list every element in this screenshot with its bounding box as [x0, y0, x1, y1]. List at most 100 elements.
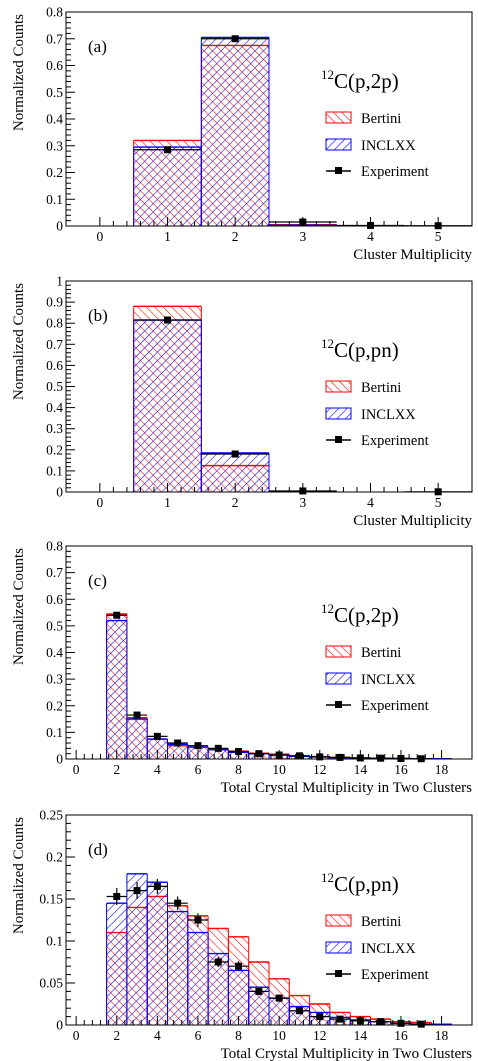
chart-panel: 0 0.1 0.2 0.3 0.4 0.5 0.6 0.7 0.8 0 2 4 6 8 10 12 14 16 18… [11, 539, 473, 796]
y-tick-label: 0.2 [46, 442, 63, 457]
y-tick-label: 0.4 [46, 400, 63, 415]
x-axis-label: Total Crystal Multiplicity in Two Cluste… [221, 1046, 473, 1061]
experiment-point [377, 1018, 385, 1026]
x-tick-label: 3 [299, 495, 306, 510]
reaction-label: 12C(p,pn) [321, 336, 399, 362]
histogram-bar [201, 37, 269, 226]
histogram-bar [106, 620, 127, 759]
x-axis-label: Cluster Multiplicity [353, 247, 472, 263]
y-tick-label: 0.15 [39, 892, 63, 907]
experiment-point [377, 754, 385, 762]
legend-swatch-bertini [325, 914, 352, 927]
y-tick-label: 0 [56, 485, 63, 500]
reaction-text: C(p,pn) [334, 338, 399, 362]
x-tick-label: 12 [313, 762, 327, 777]
histogram-bar [187, 932, 209, 1025]
histogram-bar [106, 903, 127, 1025]
experiment-point [174, 739, 182, 747]
histogram-bar [228, 970, 249, 1025]
legend-label-bertini: Bertini [361, 914, 401, 930]
y-tick-label: 0.2 [46, 850, 63, 865]
legend-swatch-bertini [325, 111, 352, 124]
experiment-point [231, 450, 239, 458]
legend-swatch-inclxx [325, 407, 352, 420]
legend-label-bertini: Bertini [361, 111, 401, 127]
chart-panel: 00.10.20.30.40.50.60.70.80.910 1 2 3 4 5Clust… [11, 274, 473, 529]
y-tick-label: 0.5 [46, 618, 63, 633]
x-tick-label: 6 [195, 762, 202, 777]
x-tick-label: 18 [435, 1028, 449, 1043]
panel-label: (d) [88, 840, 108, 859]
experiment-point [133, 711, 141, 719]
x-tick-label: 0 [73, 1028, 80, 1043]
experiment-point [113, 611, 121, 619]
reaction-text: C(p,2p) [334, 69, 399, 93]
legend-swatch-bertini [325, 380, 352, 393]
x-tick-label: 3 [299, 229, 306, 244]
x-tick-label: 10 [272, 762, 286, 777]
y-tick-label: 0.5 [46, 85, 63, 100]
reaction-text: C(p,pn) [334, 872, 399, 896]
y-tick-label: 0.5 [46, 379, 63, 394]
experiment-point [194, 916, 202, 924]
y-tick-label: 0.8 [46, 539, 63, 554]
x-tick-label: 4 [154, 762, 161, 777]
histogram-bar [147, 882, 168, 1025]
x-tick-label: 5 [435, 495, 442, 510]
experiment-point [133, 887, 141, 895]
y-tick-label: 0.6 [46, 358, 63, 373]
experiment-point [255, 987, 263, 995]
x-axis-label: Cluster Multiplicity [353, 513, 472, 529]
x-tick-label: 16 [394, 1028, 408, 1043]
histogram-bar [208, 953, 229, 1025]
y-tick-label: 0.4 [46, 645, 63, 660]
legend-label-inclxx: INCLXX [361, 407, 416, 423]
legend-marker-experiment [335, 701, 342, 708]
y-axis-label: Normalized Counts [11, 283, 27, 400]
legend-marker-experiment [335, 436, 342, 443]
y-tick-label: 0.25 [39, 808, 63, 823]
y-tick-label: 0.1 [46, 725, 63, 740]
y-tick-label: 0.1 [46, 463, 63, 478]
y-tick-label: 0.9 [46, 295, 63, 310]
x-tick-label: 4 [367, 229, 374, 244]
x-tick-label: 2 [232, 229, 239, 244]
chart-panel: 0 0.05 0.1 0.15 0.2 0.25 0 2 4 6 8 10 12 14 16 18 Total … [11, 808, 473, 1061]
x-tick-label: 2 [113, 762, 120, 777]
x-tick-label: 16 [394, 762, 408, 777]
reaction-label: 12C(p,2p) [321, 67, 399, 93]
histogram-bar [147, 739, 168, 759]
y-tick-label: 0.3 [46, 138, 63, 153]
legend-label-bertini: Bertini [361, 380, 401, 396]
experiment-point [231, 35, 239, 43]
experiment-point [295, 752, 303, 760]
x-tick-label: 2 [113, 1028, 120, 1043]
experiment-point [214, 744, 222, 752]
y-tick-label: 0 [56, 752, 63, 767]
y-axis-label: Normalized Counts [11, 548, 27, 665]
x-tick-label: 8 [235, 762, 242, 777]
histogram-bar [248, 987, 269, 1025]
x-tick-label: 14 [354, 762, 368, 777]
y-tick-label: 0.8 [46, 316, 63, 331]
legend-label-experiment: Experiment [361, 698, 429, 714]
histogram-bar [126, 719, 148, 759]
legend-swatch-inclxx [325, 672, 352, 685]
legend-marker-experiment [335, 167, 342, 174]
reaction-isotope: 12 [321, 67, 334, 82]
experiment-point [417, 1020, 425, 1028]
y-tick-label: 0.8 [46, 5, 63, 20]
y-axis-label: Normalized Counts [11, 14, 27, 131]
x-tick-label: 14 [354, 1028, 368, 1043]
reaction-isotope: 12 [321, 601, 334, 616]
experiment-point [255, 750, 263, 758]
experiment-point [164, 316, 171, 324]
histogram-bar [133, 320, 202, 492]
y-tick-label: 0.3 [46, 672, 63, 687]
panel-label: (a) [88, 37, 107, 56]
reaction-label: 12C(p,2p) [321, 601, 399, 627]
y-tick-label: 1 [56, 274, 63, 289]
x-tick-label: 0 [96, 229, 103, 244]
experiment-point [164, 146, 171, 154]
y-tick-label: 0.2 [46, 698, 63, 713]
